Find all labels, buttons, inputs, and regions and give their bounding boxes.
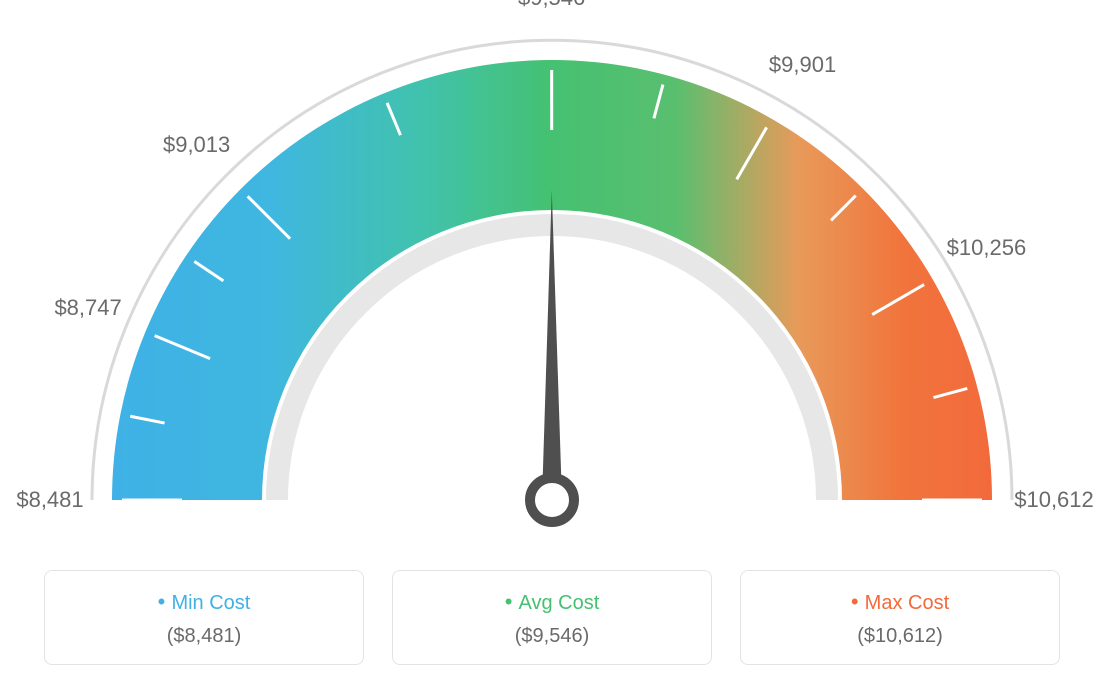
legend-value-min: ($8,481) xyxy=(55,625,353,648)
legend-row: Min Cost ($8,481) Avg Cost ($9,546) Max … xyxy=(0,570,1104,665)
gauge-svg xyxy=(0,0,1104,560)
tick-label: $10,612 xyxy=(1014,487,1094,513)
legend-title-min: Min Cost xyxy=(55,589,353,615)
tick-label: $8,481 xyxy=(16,487,83,513)
legend-card-avg: Avg Cost ($9,546) xyxy=(392,570,712,665)
tick-label: $8,747 xyxy=(54,295,121,321)
legend-value-max: ($10,612) xyxy=(751,625,1049,648)
tick-label: $9,901 xyxy=(769,52,836,78)
legend-title-max: Max Cost xyxy=(751,589,1049,615)
gauge-chart: $8,481 $8,747 $9,013 $9,546 $9,901 $10,256 $10… xyxy=(0,0,1104,560)
legend-value-avg: ($9,546) xyxy=(403,625,701,648)
tick-label: $10,256 xyxy=(947,235,1027,261)
legend-card-min: Min Cost ($8,481) xyxy=(44,570,364,665)
legend-card-max: Max Cost ($10,612) xyxy=(740,570,1060,665)
legend-title-avg: Avg Cost xyxy=(403,589,701,615)
tick-label: $9,546 xyxy=(518,0,585,11)
tick-label: $9,013 xyxy=(163,132,230,158)
